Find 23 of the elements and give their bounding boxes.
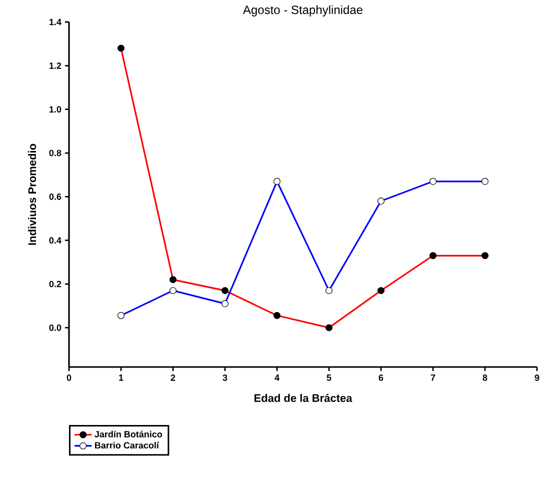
x-tick-label: 8 <box>482 374 488 381</box>
chart-title: Agosto - Staphylinidae <box>242 5 362 16</box>
y-tick-label: 0.4 <box>49 237 62 244</box>
x-tick-label: 3 <box>222 374 228 381</box>
x-tick-label: 1 <box>119 374 124 381</box>
x-tick-label: 0 <box>66 374 72 381</box>
y-tick-label: 1.4 <box>50 18 62 26</box>
x-axis-title: Edad de la Bráctea <box>254 394 352 402</box>
y-tick-label: 0.2 <box>49 280 62 288</box>
y-tick-label: 1.0 <box>50 106 62 113</box>
x-tick-label: 2 <box>170 374 176 381</box>
y-tick-label: 1.2 <box>50 62 62 69</box>
y-tick-label: 0.6 <box>49 193 62 200</box>
x-tick-label: 5 <box>326 374 332 381</box>
x-tick-label: 9 <box>534 374 540 381</box>
y-tick-label: 0.8 <box>49 150 62 156</box>
y-tick-label: 0.0 <box>49 324 62 331</box>
y-axis-title: Indiviuos Promedio <box>28 144 36 245</box>
x-tick-label: 4 <box>274 374 280 381</box>
x-tick-label: 7 <box>430 374 436 381</box>
legend-label: Jardín Botánico <box>94 430 162 438</box>
legend-label: Barrio Caracolí <box>95 442 160 449</box>
x-tick-label: 6 <box>378 374 384 381</box>
